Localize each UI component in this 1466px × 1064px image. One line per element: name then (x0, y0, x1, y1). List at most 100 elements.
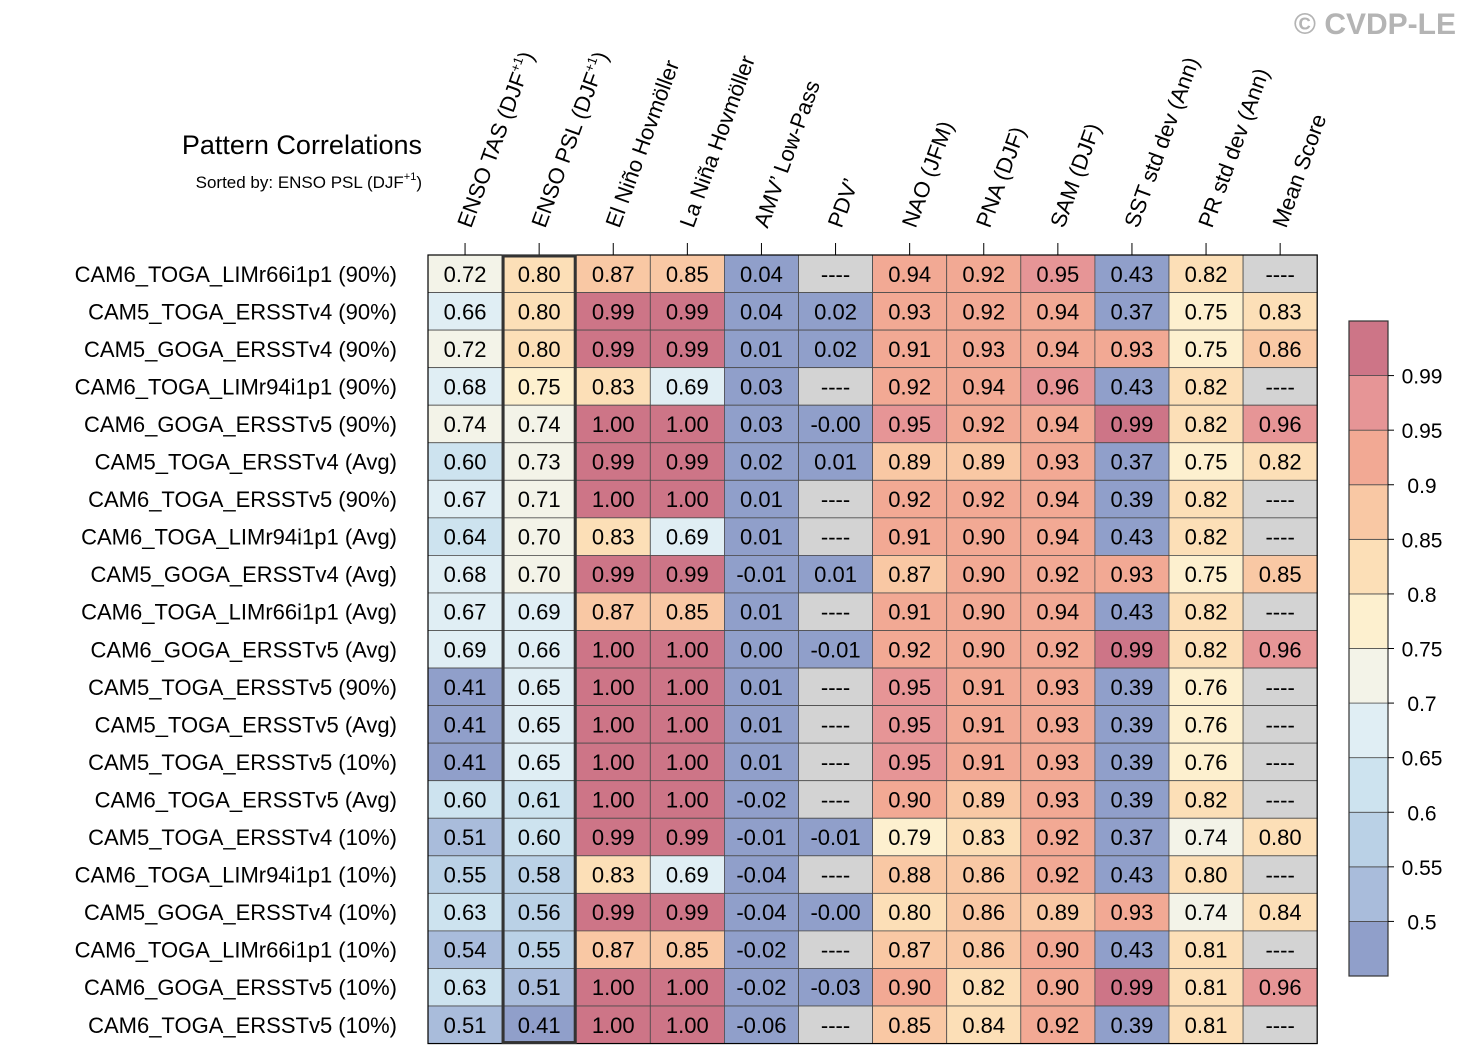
heatmap-cell (649, 592, 725, 631)
cell-value-label: 0.82 (1185, 525, 1228, 550)
cell-value-label: 0.91 (962, 750, 1005, 775)
cell-value-label: 0.99 (666, 450, 709, 475)
cell-value-label: 0.92 (1036, 1013, 1079, 1038)
cell-value-label: 0.99 (592, 825, 635, 850)
heatmap-cell (1168, 667, 1244, 706)
row-label: CAM5_TOGA_ERSSTv4 (10%) (88, 825, 397, 850)
cell-value-label: 0.86 (962, 900, 1005, 925)
cell-value-label: 0.90 (888, 975, 931, 1000)
heatmap-cell (1020, 592, 1096, 631)
cell-value-label: 0.82 (1185, 787, 1228, 812)
heatmap-cell (946, 592, 1022, 631)
colorbar-swatch (1348, 593, 1389, 649)
cell-value-label: 0.01 (814, 562, 857, 587)
cell-value-label: ---- (821, 600, 850, 625)
cell-value-label: 0.60 (444, 450, 487, 475)
cell-value-label: 1.00 (592, 637, 635, 662)
heatmap-cell (724, 742, 799, 782)
cell-value-label: 0.91 (888, 525, 931, 550)
heatmap-cell (1020, 329, 1096, 369)
cell-value-label: 0.80 (888, 900, 931, 925)
cell-value-label: 0.85 (666, 600, 709, 625)
column-label: PR std dev (Ann) (1193, 65, 1274, 231)
cell-value-label: 0.82 (962, 975, 1005, 1000)
cell-value-label: 0.63 (444, 900, 487, 925)
cell-value-label: 0.75 (1185, 450, 1228, 475)
row-label: CAM6_TOGA_LIMr66i1p1 (10%) (75, 938, 397, 963)
cell-value-label: -0.01 (736, 825, 786, 850)
cell-value-label: ---- (1265, 675, 1294, 700)
heatmap-cell (1242, 442, 1318, 481)
heatmap-cell (649, 855, 725, 894)
cell-value-label: ---- (821, 750, 850, 775)
column-label: NAO (JFM) (897, 118, 959, 231)
cell-value-label: 0.51 (518, 975, 561, 1000)
heatmap-cell (724, 404, 799, 444)
cell-value-label: 0.92 (962, 487, 1005, 512)
cell-value-label: 0.94 (1036, 525, 1079, 550)
cell-value-label: 0.83 (962, 825, 1005, 850)
cell-value-label: -0.00 (810, 900, 860, 925)
heatmap-cell (427, 667, 503, 706)
cell-value-label: 1.00 (592, 975, 635, 1000)
cell-value-label: 0.02 (814, 299, 857, 324)
heatmap-cell (501, 742, 577, 782)
cell-value-label: -0.02 (736, 938, 786, 963)
row-label: CAM6_TOGA_LIMr66i1p1 (Avg) (81, 600, 397, 625)
heatmap-cell (872, 254, 948, 293)
heatmap-cell (724, 630, 799, 669)
cell-value-label: 0.69 (666, 374, 709, 399)
heatmap-cell (724, 592, 799, 631)
row-label: CAM5_TOGA_ERSSTv5 (90%) (88, 675, 397, 700)
cell-value-label: 0.65 (518, 750, 561, 775)
heatmap-cell (1094, 517, 1170, 556)
cell-value-label: 0.03 (740, 412, 783, 437)
heatmap-cell (872, 630, 948, 669)
cell-value-label: 0.01 (740, 675, 783, 700)
heatmap-cell (1094, 930, 1170, 969)
heatmap-cell (946, 442, 1022, 481)
cell-value-label: 0.96 (1259, 412, 1302, 437)
heatmap-cell (872, 1005, 948, 1044)
heatmap-cell (501, 555, 577, 594)
heatmap-cell (1020, 892, 1096, 932)
cell-value-label: 0.55 (444, 863, 487, 888)
cell-value-label: 0.76 (1185, 675, 1228, 700)
cell-value-label: 0.74 (444, 412, 487, 437)
heatmap-cell (724, 442, 799, 481)
heatmap-cell (724, 667, 799, 706)
cell-value-label: 0.90 (888, 787, 931, 812)
cell-value-label: 0.83 (1259, 299, 1302, 324)
heatmap-cell (427, 367, 503, 406)
colorbar-tick-label: 0.65 (1402, 748, 1443, 771)
heatmap-cell (1168, 517, 1244, 556)
row-label: CAM5_TOGA_ERSSTv4 (90%) (88, 299, 397, 324)
cell-value-label: ---- (1265, 262, 1294, 287)
cell-value-label: 0.37 (1111, 825, 1154, 850)
cell-value-label: 0.80 (518, 337, 561, 362)
heatmap-cell (1168, 930, 1244, 969)
cell-value-label: 0.39 (1111, 1013, 1154, 1038)
heatmap-cell (501, 780, 577, 819)
cell-value-label: 0.90 (1036, 938, 1079, 963)
cell-value-label: 0.99 (1111, 975, 1154, 1000)
cell-value-label: 0.94 (1036, 412, 1079, 437)
heatmap-cell (1020, 855, 1096, 894)
row-label: CAM6_TOGA_LIMr66i1p1 (90%) (75, 262, 397, 287)
heatmap-cell (1020, 742, 1096, 782)
cell-value-label: 0.99 (1111, 637, 1154, 662)
cell-value-label: 0.93 (888, 299, 931, 324)
cell-value-label: ---- (821, 938, 850, 963)
cell-value-label: 1.00 (666, 750, 709, 775)
cell-value-label: 0.76 (1185, 750, 1228, 775)
cell-value-label: 0.71 (518, 487, 561, 512)
cell-value-label: 0.92 (1036, 825, 1079, 850)
heatmap-cell (1094, 705, 1170, 744)
cell-value-label: 0.92 (962, 412, 1005, 437)
cell-value-label: 0.37 (1111, 299, 1154, 324)
heatmap-cell (1094, 592, 1170, 631)
heatmap-cell (1168, 1005, 1244, 1044)
heatmap-cell (872, 592, 948, 631)
cell-value-label: -0.01 (810, 637, 860, 662)
heatmap-cell (946, 479, 1022, 519)
